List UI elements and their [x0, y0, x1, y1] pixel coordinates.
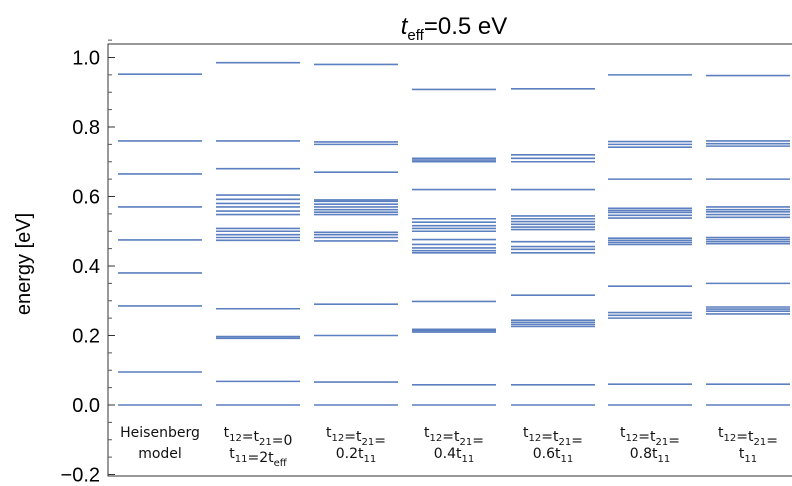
energy-levels: [118, 61, 790, 406]
plot-frame: [107, 43, 792, 477]
y-axis-label: energy [eV]: [13, 213, 35, 315]
level-column: [412, 88, 496, 406]
category-label-line: t11=2teff: [229, 446, 288, 469]
y-tick-label: 0.6: [72, 187, 100, 209]
category-label-line: Heisenberg: [120, 425, 200, 441]
chart-title-value: =0.5 eV: [424, 13, 507, 40]
level-column: [216, 61, 300, 406]
y-tick-label: 0.2: [72, 326, 100, 348]
y-tick-label: 0.8: [72, 117, 100, 139]
category-label-line: 0.4t11: [434, 446, 475, 465]
category-label-line: model: [138, 446, 182, 462]
category-label-line: t12=t21=0: [224, 425, 293, 449]
category-label-line: t12=t21=: [523, 425, 583, 449]
y-axis-ticks: 1.0 0.8 0.6 0.4 0.2 0.0 −0.2: [61, 39, 115, 486]
category-label-line: t11: [739, 446, 757, 465]
chart-title-variable: t: [401, 13, 409, 40]
category-label-line: 0.2t11: [336, 446, 377, 465]
category-label-line: t12=t21=: [326, 425, 386, 449]
y-tick-label: 0.0: [72, 395, 100, 417]
level-column: [608, 74, 692, 406]
category-label-line: t12=t21=: [718, 425, 778, 449]
level-column: [314, 63, 398, 406]
category-label-line: 0.6t11: [533, 446, 574, 465]
level-column: [511, 87, 595, 406]
category-label-line: t12=t21=: [620, 425, 680, 449]
y-tick-label: 0.4: [72, 256, 100, 278]
category-label-line: 0.8t11: [630, 446, 671, 465]
y-tick-label: −0.2: [61, 465, 100, 486]
y-tick-label: 1.0: [72, 48, 100, 70]
category-label-line: t12=t21=: [424, 425, 484, 449]
level-column: [706, 74, 790, 406]
chart-title: teff=0.5 eV: [401, 13, 507, 44]
level-column: [118, 73, 202, 406]
chart-title-subscript: eff: [407, 27, 424, 44]
